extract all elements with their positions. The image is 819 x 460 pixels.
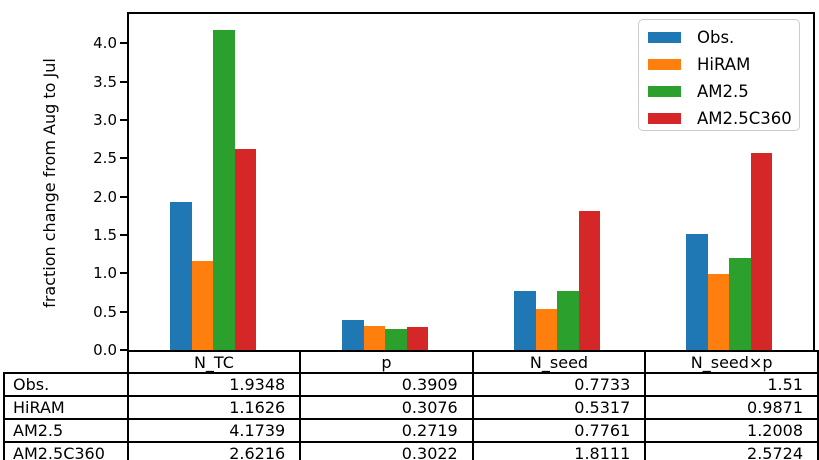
col-header-n-tc: N_TC — [126, 350, 302, 374]
legend-swatch-am2-5c360 — [648, 113, 681, 124]
bar-hiram-n-seed — [535, 309, 557, 350]
bar-am2-5c360-p — [406, 326, 428, 350]
col-header-p: p — [299, 350, 474, 374]
cell-am2-5-n-tc: 4.1739 — [126, 418, 302, 443]
cell-hiram-n-seed: 0.5317 — [471, 395, 647, 420]
row-label-am2-5: AM2.5 — [3, 418, 129, 443]
y-tick-mark-0-5 — [120, 310, 127, 313]
legend-label-am2-5c360: AM2.5C360 — [697, 109, 792, 128]
row-label-am2-5c360: AM2.5C360 — [3, 441, 129, 460]
bar-hiram-p — [363, 326, 385, 350]
table-row-hiram: HiRAM 1.1626 0.3076 0.5317 0.9871 — [3, 395, 819, 420]
cell-obs-n-seed: 0.7733 — [471, 372, 647, 397]
row-label-obs: Obs. — [3, 372, 129, 397]
y-tick-mark-0-0 — [120, 349, 127, 351]
legend-item-hiram: HiRAM — [639, 51, 799, 78]
legend-item-am2-5: AM2.5 — [639, 78, 799, 105]
cell-am2-5c360-n-tc: 2.6216 — [126, 441, 302, 460]
bar-am2-5-n-tc — [213, 29, 235, 350]
cell-am2-5c360-n-seed: 1.8111 — [471, 441, 647, 460]
plot-area: Obs. HiRAM AM2.5 AM2.5C360 — [127, 12, 815, 352]
cell-am2-5c360-n-seed-p: 2.5724 — [644, 441, 819, 460]
table-row-am2-5c360: AM2.5C360 2.6216 0.3022 1.8111 2.5724 — [3, 441, 819, 460]
bar-am2-5-p — [385, 329, 407, 350]
cell-obs-p: 0.3909 — [299, 372, 474, 397]
col-header-n-seed-p: N_seed×p — [644, 350, 819, 374]
bar-am2-5c360-n-seed-p — [750, 152, 772, 350]
cell-am2-5-n-seed-p: 1.2008 — [644, 418, 819, 443]
y-tick-label-0-5: 0.5 — [93, 302, 117, 321]
y-tick-mark-2-0 — [120, 195, 127, 198]
col-header-n-seed: N_seed — [471, 350, 647, 374]
y-tick-mark-1-0 — [120, 272, 127, 275]
cell-hiram-n-seed-p: 0.9871 — [644, 395, 819, 420]
y-tick-label-4-0: 4.0 — [93, 34, 117, 53]
table-header-row: N_TC p N_seed N_seed×p — [4, 350, 819, 374]
y-tick-label-3-5: 3.5 — [93, 72, 117, 91]
y-tick-label-1-0: 1.0 — [93, 264, 117, 283]
y-tick-mark-4-0 — [120, 42, 127, 45]
cell-obs-n-tc: 1.9348 — [126, 372, 302, 397]
y-tick-mark-2-5 — [120, 157, 127, 160]
bar-am2-5-n-seed — [557, 290, 579, 350]
cell-hiram-p: 0.3076 — [299, 395, 474, 420]
y-tick-label-2-0: 2.0 — [93, 187, 117, 206]
legend-swatch-obs — [648, 32, 681, 43]
cell-obs-n-seed-p: 1.51 — [644, 372, 819, 397]
bar-obs-n-tc — [170, 201, 192, 350]
legend-label-hiram: HiRAM — [697, 55, 751, 74]
legend-item-obs: Obs. — [639, 24, 799, 51]
legend-swatch-hiram — [648, 59, 681, 70]
table-row-am2-5: AM2.5 4.1739 0.2719 0.7761 1.2008 — [3, 418, 819, 443]
bars-container — [129, 14, 813, 350]
cell-am2-5c360-p: 0.3022 — [299, 441, 474, 460]
cell-am2-5-n-seed: 0.7761 — [471, 418, 647, 443]
bar-am2-5c360-n-tc — [234, 148, 256, 350]
bar-obs-n-seed — [514, 290, 536, 350]
y-tick-label-0-0: 0.0 — [93, 341, 117, 359]
y-tick-label-3-0: 3.0 — [93, 110, 117, 129]
bar-hiram-n-tc — [191, 260, 213, 350]
table-corner-spacer — [4, 351, 128, 373]
bar-am2-5c360-n-seed — [578, 211, 600, 350]
cell-am2-5-p: 0.2719 — [299, 418, 474, 443]
legend-label-obs: Obs. — [697, 28, 735, 47]
legend: Obs. HiRAM AM2.5 AM2.5C360 — [638, 19, 800, 131]
y-tick-mark-3-0 — [120, 118, 127, 121]
row-label-hiram: HiRAM — [3, 395, 129, 420]
bar-obs-p — [342, 320, 364, 350]
bar-obs-n-seed-p — [686, 234, 708, 350]
legend-swatch-am2-5 — [648, 86, 681, 97]
y-tick-mark-1-5 — [120, 233, 127, 236]
legend-label-am2-5: AM2.5 — [697, 82, 749, 101]
y-tick-label-1-5: 1.5 — [93, 225, 117, 244]
bar-hiram-n-seed-p — [707, 274, 729, 350]
data-table: N_TC p N_seed N_seed×p Obs. 1.9348 0.3909 0.773… — [3, 350, 819, 460]
bar-am2-5-n-seed-p — [729, 257, 751, 350]
y-tick-mark-3-5 — [120, 80, 127, 83]
legend-item-am2-5c360: AM2.5C360 — [639, 105, 799, 132]
table-row-obs: Obs. 1.9348 0.3909 0.7733 1.51 — [3, 372, 819, 397]
y-tick-label-2-5: 2.5 — [93, 149, 117, 168]
cell-hiram-n-tc: 1.1626 — [126, 395, 302, 420]
